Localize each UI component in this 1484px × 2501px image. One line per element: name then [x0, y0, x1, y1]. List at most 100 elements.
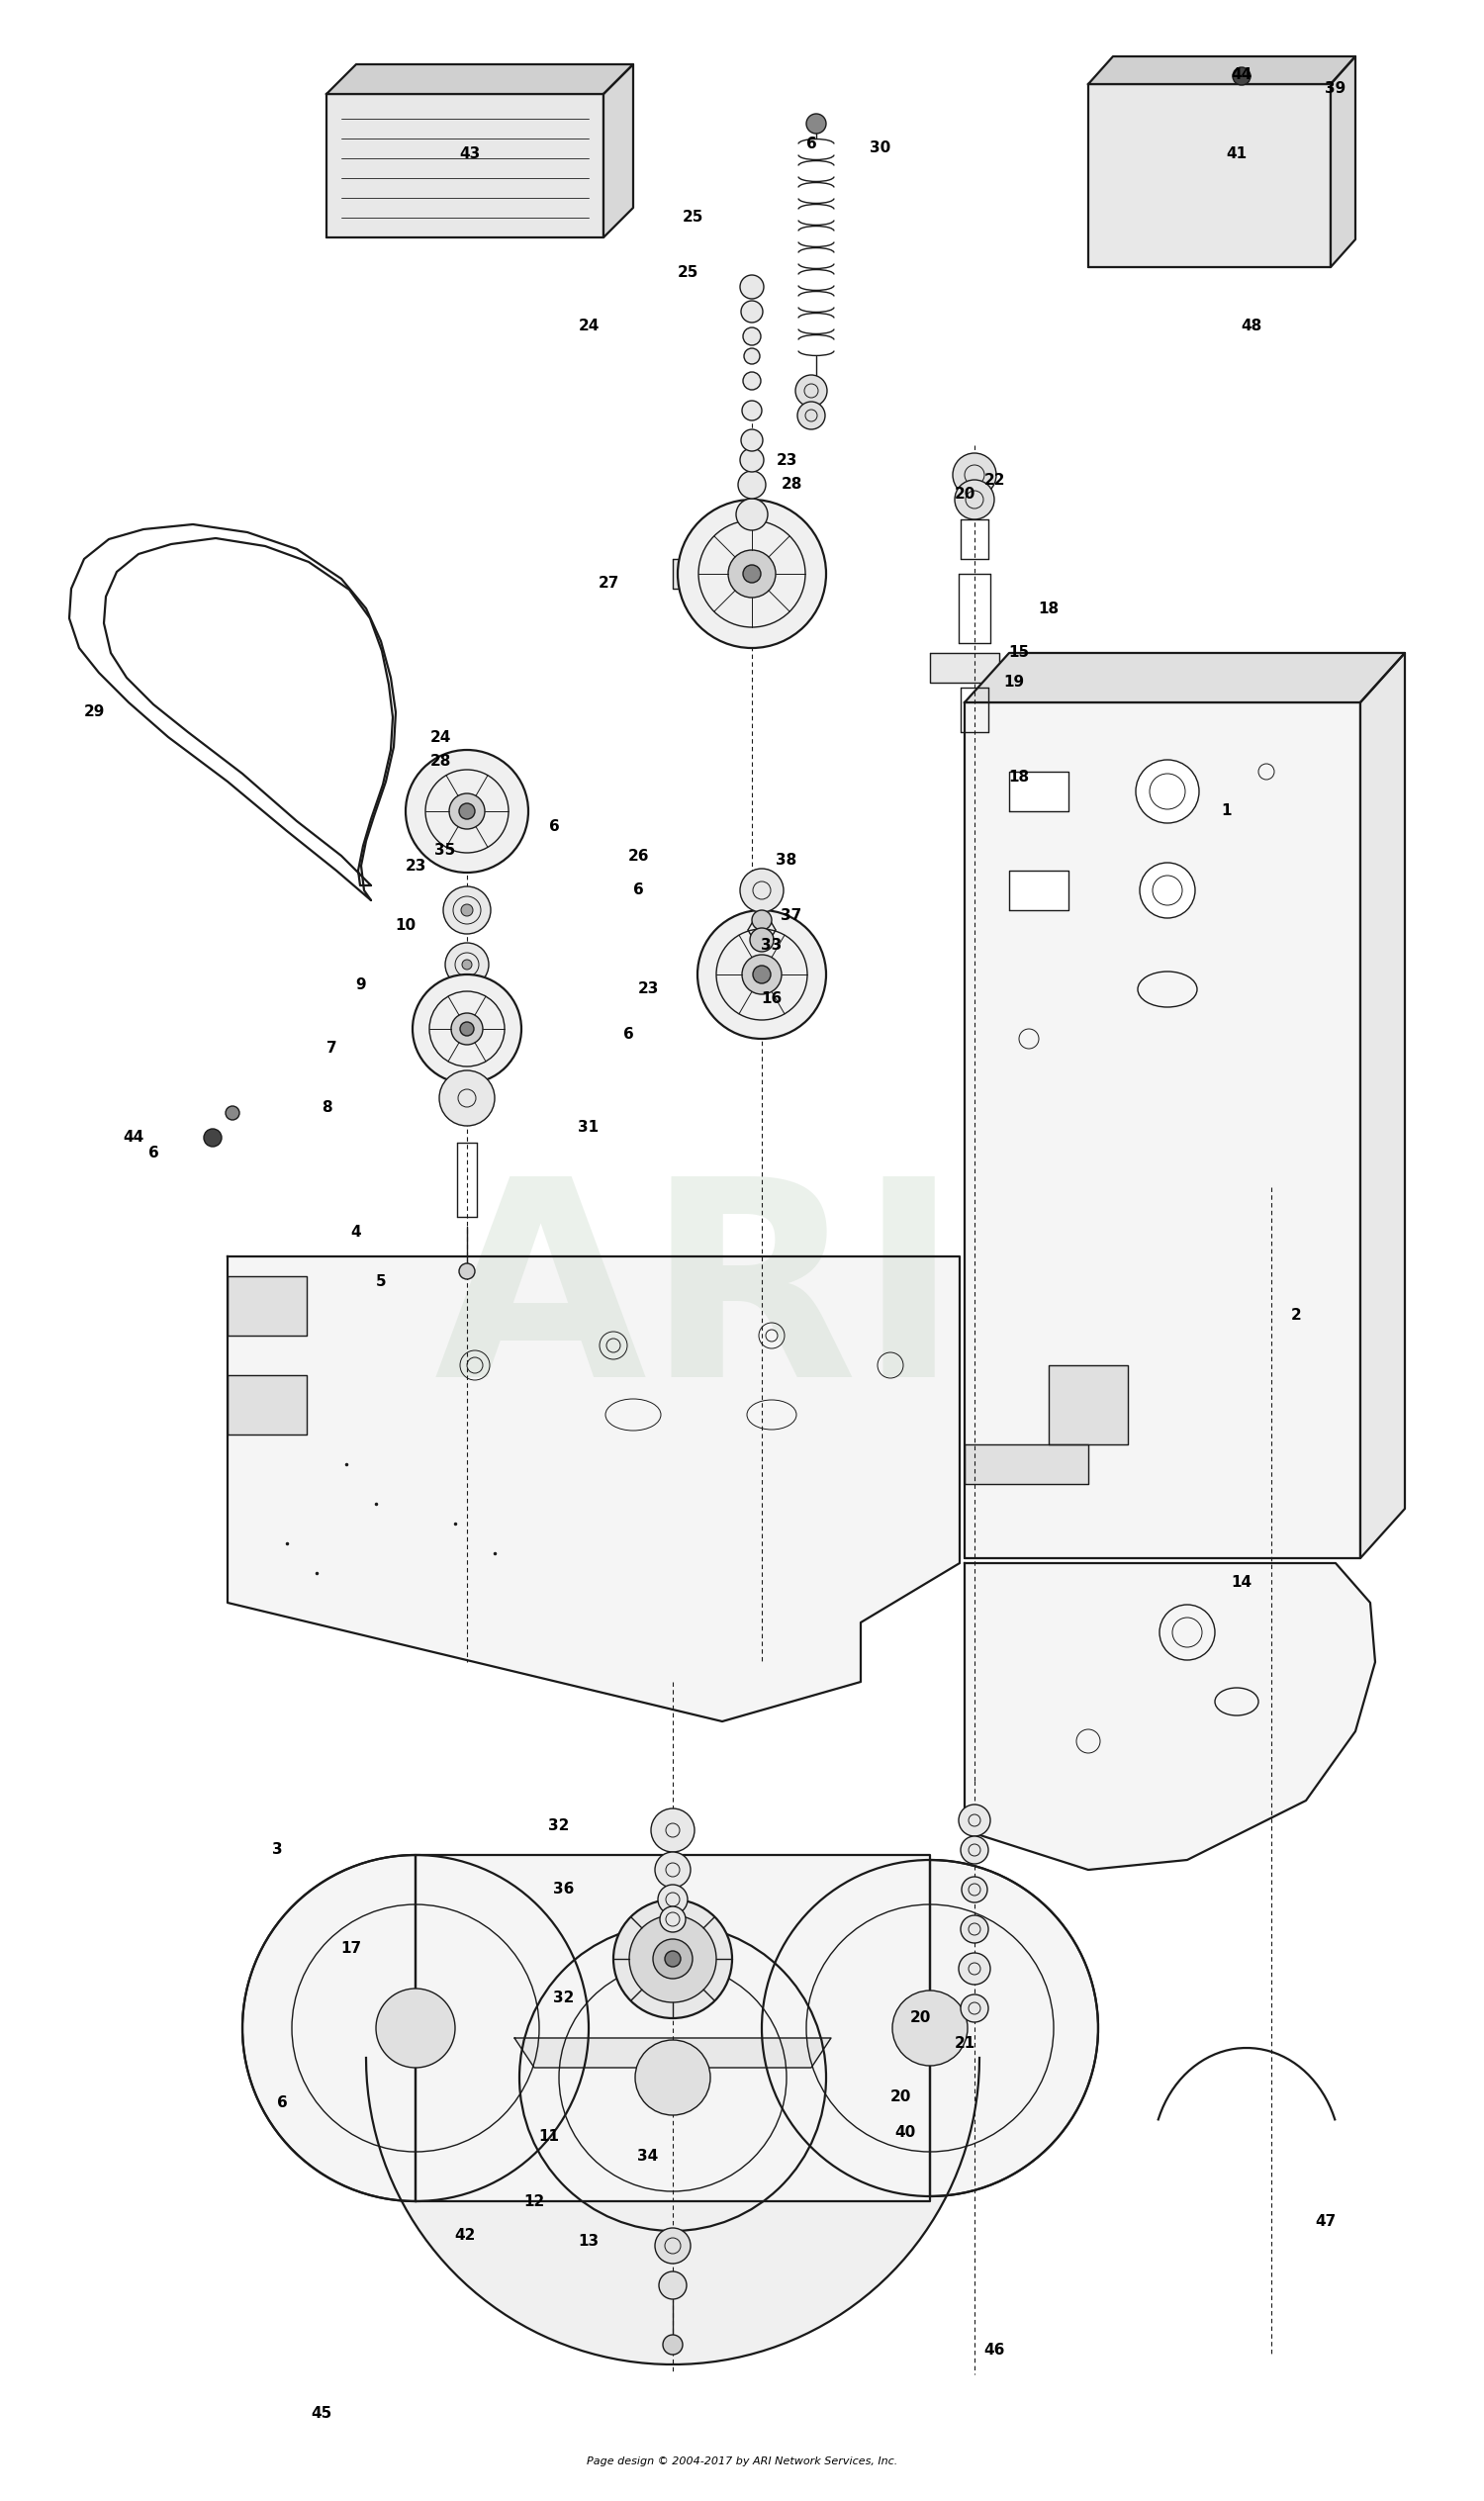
Polygon shape — [515, 2038, 831, 2068]
Text: 2: 2 — [1291, 1308, 1301, 1323]
Text: 25: 25 — [683, 210, 703, 225]
Circle shape — [741, 448, 764, 473]
Circle shape — [741, 868, 784, 913]
Circle shape — [462, 960, 472, 970]
Circle shape — [742, 955, 782, 995]
Circle shape — [741, 275, 764, 298]
Text: 27: 27 — [598, 575, 619, 590]
Text: 13: 13 — [579, 2233, 600, 2248]
Text: 17: 17 — [341, 1941, 362, 1956]
Circle shape — [960, 1836, 988, 1863]
Text: 12: 12 — [524, 2193, 545, 2208]
Polygon shape — [227, 1376, 307, 1436]
Text: 6: 6 — [276, 2096, 288, 2111]
Circle shape — [795, 375, 827, 408]
Polygon shape — [604, 65, 634, 238]
Polygon shape — [965, 1563, 1376, 1871]
Circle shape — [226, 1105, 239, 1120]
Text: 23: 23 — [638, 983, 659, 998]
Circle shape — [660, 1906, 686, 1933]
Circle shape — [651, 1808, 695, 1853]
Circle shape — [629, 1916, 717, 2003]
Circle shape — [806, 113, 827, 133]
Text: 1: 1 — [1221, 803, 1232, 818]
Circle shape — [752, 910, 772, 930]
Text: 23: 23 — [405, 858, 426, 873]
Polygon shape — [1361, 653, 1405, 1558]
Circle shape — [960, 1916, 988, 1943]
Text: 8: 8 — [321, 1100, 332, 1115]
Polygon shape — [965, 1446, 1088, 1483]
Text: 33: 33 — [761, 938, 782, 953]
Text: 14: 14 — [1232, 1576, 1252, 1591]
Circle shape — [729, 550, 776, 598]
Circle shape — [405, 750, 528, 873]
Circle shape — [736, 498, 767, 530]
Circle shape — [678, 500, 827, 648]
Text: 44: 44 — [123, 1130, 144, 1145]
Text: 34: 34 — [638, 2148, 659, 2163]
Polygon shape — [326, 65, 634, 95]
Text: 15: 15 — [1009, 645, 1030, 660]
Text: 40: 40 — [895, 2123, 916, 2138]
Circle shape — [663, 2336, 683, 2353]
Circle shape — [953, 453, 996, 498]
Text: 46: 46 — [984, 2343, 1005, 2356]
Text: 21: 21 — [954, 2036, 975, 2051]
Text: 11: 11 — [539, 2128, 559, 2143]
Text: 37: 37 — [781, 908, 801, 923]
Polygon shape — [965, 703, 1361, 1558]
Circle shape — [659, 2271, 687, 2298]
Text: 48: 48 — [1241, 320, 1261, 335]
Text: 22: 22 — [984, 473, 1005, 488]
Polygon shape — [326, 95, 604, 238]
Text: 32: 32 — [549, 1818, 570, 1833]
Circle shape — [742, 400, 761, 420]
Circle shape — [741, 300, 763, 323]
Text: Page design © 2004-2017 by ARI Network Services, Inc.: Page design © 2004-2017 by ARI Network S… — [586, 2456, 898, 2466]
Text: 42: 42 — [454, 2228, 475, 2243]
Circle shape — [743, 348, 760, 365]
Circle shape — [654, 2228, 690, 2263]
Circle shape — [959, 1953, 990, 1986]
Text: 5: 5 — [375, 1273, 386, 1288]
Polygon shape — [242, 1856, 1098, 2201]
Polygon shape — [965, 653, 1405, 703]
Polygon shape — [1009, 773, 1068, 810]
Circle shape — [635, 2041, 711, 2116]
Circle shape — [444, 885, 491, 933]
Text: 38: 38 — [776, 853, 797, 868]
Polygon shape — [1049, 1366, 1128, 1446]
Text: 24: 24 — [579, 320, 600, 335]
Text: 6: 6 — [148, 1145, 159, 1160]
Circle shape — [459, 803, 475, 820]
Text: 24: 24 — [430, 730, 451, 745]
Text: ARI: ARI — [435, 1168, 960, 1433]
Text: 35: 35 — [435, 843, 456, 858]
Text: 25: 25 — [677, 265, 697, 280]
Circle shape — [203, 1128, 221, 1145]
Text: 43: 43 — [460, 145, 481, 160]
Circle shape — [439, 1070, 494, 1125]
Circle shape — [741, 430, 763, 450]
Text: 28: 28 — [430, 755, 451, 770]
Text: 39: 39 — [1325, 83, 1346, 98]
Circle shape — [413, 975, 521, 1083]
Text: 6: 6 — [632, 883, 644, 898]
Polygon shape — [1331, 58, 1355, 268]
Circle shape — [743, 328, 761, 345]
Text: 10: 10 — [395, 918, 416, 933]
Polygon shape — [1009, 870, 1068, 910]
Circle shape — [375, 1988, 456, 2068]
Circle shape — [653, 1938, 693, 1978]
Text: 32: 32 — [554, 1991, 574, 2006]
Circle shape — [462, 905, 473, 915]
Text: 26: 26 — [628, 848, 649, 863]
Text: 36: 36 — [554, 1883, 574, 1898]
Text: 6: 6 — [549, 818, 559, 833]
Text: 29: 29 — [83, 705, 104, 720]
Circle shape — [450, 793, 485, 828]
Polygon shape — [70, 525, 396, 900]
Text: 16: 16 — [761, 993, 782, 1005]
Text: 20: 20 — [910, 2011, 930, 2026]
